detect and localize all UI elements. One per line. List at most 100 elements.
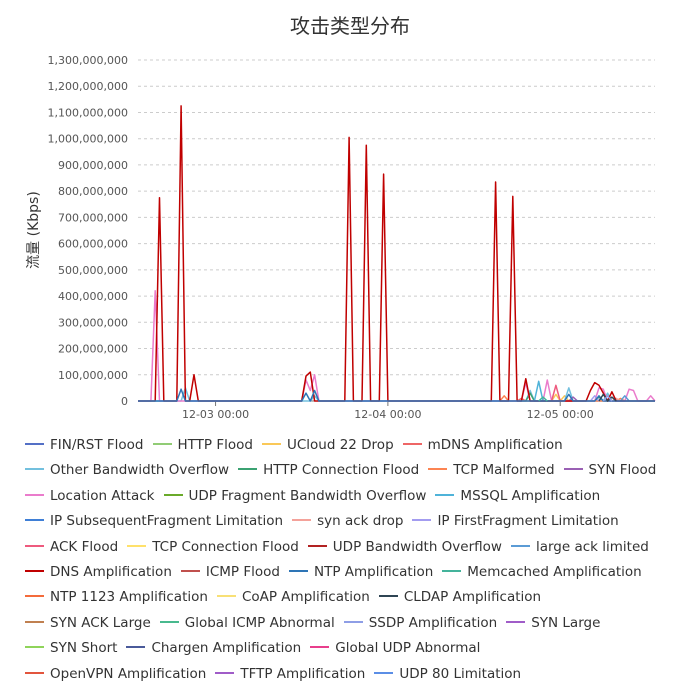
legend-item[interactable]: OpenVPN Amplification	[25, 662, 206, 687]
legend-item[interactable]: large ack limited	[510, 535, 649, 560]
legend-item[interactable]: Global ICMP Abnormal	[159, 611, 335, 636]
legend-label: UDP Fragment Bandwidth Overflow	[188, 487, 427, 504]
y-tick-label: 800,000,000	[58, 185, 128, 198]
legend-label: UDP 80 Limitation	[399, 665, 522, 682]
legend-item[interactable]: UDP Bandwidth Overflow	[307, 535, 502, 560]
legend-label: OpenVPN Amplification	[50, 665, 207, 682]
legend-row: Other Bandwidth Overflow HTTP Connection …	[25, 458, 700, 483]
legend-swatch	[127, 544, 147, 547]
series-line	[611, 397, 621, 402]
legend-item[interactable]: TCP Connection Flood	[127, 535, 299, 560]
legend-item[interactable]: HTTP Flood	[152, 433, 253, 458]
legend-swatch	[216, 595, 236, 598]
legend-label: Location Attack	[50, 487, 155, 504]
legend-swatch	[152, 443, 172, 445]
series-line	[138, 388, 655, 402]
legend-item[interactable]: TFTP Amplification	[215, 662, 365, 687]
legend-item[interactable]: SYN Flood	[563, 458, 656, 483]
legend-label: CLDAP Amplification	[403, 589, 542, 606]
legend-item[interactable]: SYN ACK Large	[25, 611, 151, 636]
legend-row: SYN ACK Large Global ICMP Abnormal SSDP Am…	[25, 611, 700, 636]
y-tick-label: 400,000,000	[58, 290, 128, 303]
legend-label: SYN Short	[50, 640, 118, 657]
series-line	[619, 395, 630, 402]
legend-label: mDNS Amplification	[427, 437, 563, 453]
legend-item[interactable]: Global UDP Abnormal	[310, 636, 480, 661]
legend-item[interactable]: Location Attack	[25, 484, 155, 509]
legend-row: DNS Amplification ICMP Flood NTP Amplifica…	[25, 560, 700, 585]
legend-label: TCP Malformed	[453, 462, 555, 479]
y-tick-label: 0	[121, 395, 128, 408]
legend-item[interactable]: ACK Flood	[25, 535, 118, 560]
legend-item[interactable]: SYN Short	[25, 636, 117, 661]
y-tick-label: 700,000,000	[58, 211, 128, 224]
legend-item[interactable]: CoAP Amplification	[216, 585, 370, 610]
legend-swatch	[163, 493, 183, 496]
legend-row: Location Attack UDP Fragment Bandwidth Ov…	[25, 484, 700, 509]
legend-label: Memcached Amplification	[467, 563, 642, 580]
legend-item[interactable]: IP FirstFragment Limitation	[412, 509, 619, 534]
legend-item[interactable]: mDNS Amplification	[402, 433, 563, 458]
legend-item[interactable]: Memcached Amplification	[442, 560, 642, 585]
legend-row: OpenVPN Amplification TFTP Amplification U…	[25, 662, 700, 687]
legend-label: Chargen Amplification	[151, 640, 302, 657]
legend-swatch	[25, 569, 44, 572]
y-tick-label: 1,100,000,000	[48, 106, 128, 119]
y-tick-label: 1,300,000,000	[48, 54, 128, 67]
legend-swatch	[563, 468, 583, 471]
legend-item[interactable]: UCloud 22 Drop	[261, 433, 394, 458]
legend-item[interactable]: SYN Large	[506, 611, 600, 636]
legend-row: FIN/RST Flood HTTP Flood UCloud 22 Drop mDN…	[25, 433, 700, 458]
legend-swatch	[25, 468, 44, 471]
legend-item[interactable]: syn ack drop	[292, 509, 403, 534]
legend-item[interactable]: MSSQL Amplification	[435, 484, 600, 509]
legend-swatch	[510, 544, 530, 547]
legend-label: ACK Flood	[50, 538, 119, 555]
x-tick-label: 12-04 00:00	[354, 408, 421, 421]
series-line	[568, 396, 578, 402]
y-tick-label: 1,000,000,000	[48, 133, 128, 146]
legend-item[interactable]: Chargen Amplification	[126, 636, 301, 661]
legend-item[interactable]: CLDAP Amplification	[378, 585, 542, 610]
legend-item[interactable]: TCP Malformed	[428, 458, 555, 483]
y-tick-label: 300,000,000	[58, 316, 128, 329]
legend-label: large ack limited	[535, 538, 649, 555]
legend-swatch	[25, 671, 44, 674]
legend-item[interactable]: SSDP Amplification	[343, 611, 497, 636]
legend-label: TFTP Amplification	[240, 665, 366, 682]
legend-item[interactable]: Other Bandwidth Overflow	[25, 458, 229, 483]
y-axis-label: 流量 (Kbps)	[26, 191, 42, 269]
legend-item[interactable]: ICMP Flood	[180, 560, 280, 585]
x-tick-label: 12-03 00:00	[182, 408, 249, 421]
legend-swatch	[25, 519, 44, 522]
legend-row: IP SubsequentFragment Limitation syn ack …	[25, 509, 700, 534]
series-line	[589, 395, 600, 402]
y-axis: 0 100,000,000 200,000,000 300,000,000 400,00…	[48, 54, 128, 408]
x-axis: 12-03 00:00 12-04 00:00 12-05 00:00	[138, 400, 655, 421]
legend-item[interactable]: UDP Fragment Bandwidth Overflow	[163, 484, 427, 509]
legend-swatch	[25, 595, 44, 598]
y-tick-label: 1,200,000,000	[48, 80, 128, 93]
legend-item[interactable]: HTTP Connection Flood	[238, 458, 419, 483]
legend-item[interactable]: NTP Amplification	[288, 560, 433, 585]
legend-item[interactable]: UDP 80 Limitation	[374, 662, 521, 687]
legend-swatch	[25, 620, 44, 623]
chart-plot: 0 100,000,000 200,000,000 300,000,000 400,00…	[26, 54, 656, 421]
legend-swatch	[25, 493, 44, 496]
legend-label: CoAP Amplification	[241, 589, 370, 606]
legend-row: SYN Short Chargen Amplification Global UDP…	[25, 636, 700, 661]
legend-item[interactable]: FIN/RST Flood	[25, 433, 144, 458]
legend-item[interactable]: IP SubsequentFragment Limitation	[25, 509, 283, 534]
legend-label: ICMP Flood	[205, 563, 280, 580]
series-line	[138, 290, 656, 402]
legend-swatch	[215, 671, 235, 674]
legend-swatch	[288, 569, 308, 572]
legend-item[interactable]: NTP 1123 Amplification	[25, 585, 208, 610]
legend-swatch	[412, 519, 432, 522]
y-tick-label: 200,000,000	[58, 343, 128, 356]
series-line	[550, 384, 561, 402]
legend-swatch	[238, 468, 258, 471]
series-line	[598, 393, 617, 402]
legend-label: Global ICMP Abnormal	[184, 614, 335, 631]
legend-item[interactable]: DNS Amplification	[25, 560, 172, 585]
